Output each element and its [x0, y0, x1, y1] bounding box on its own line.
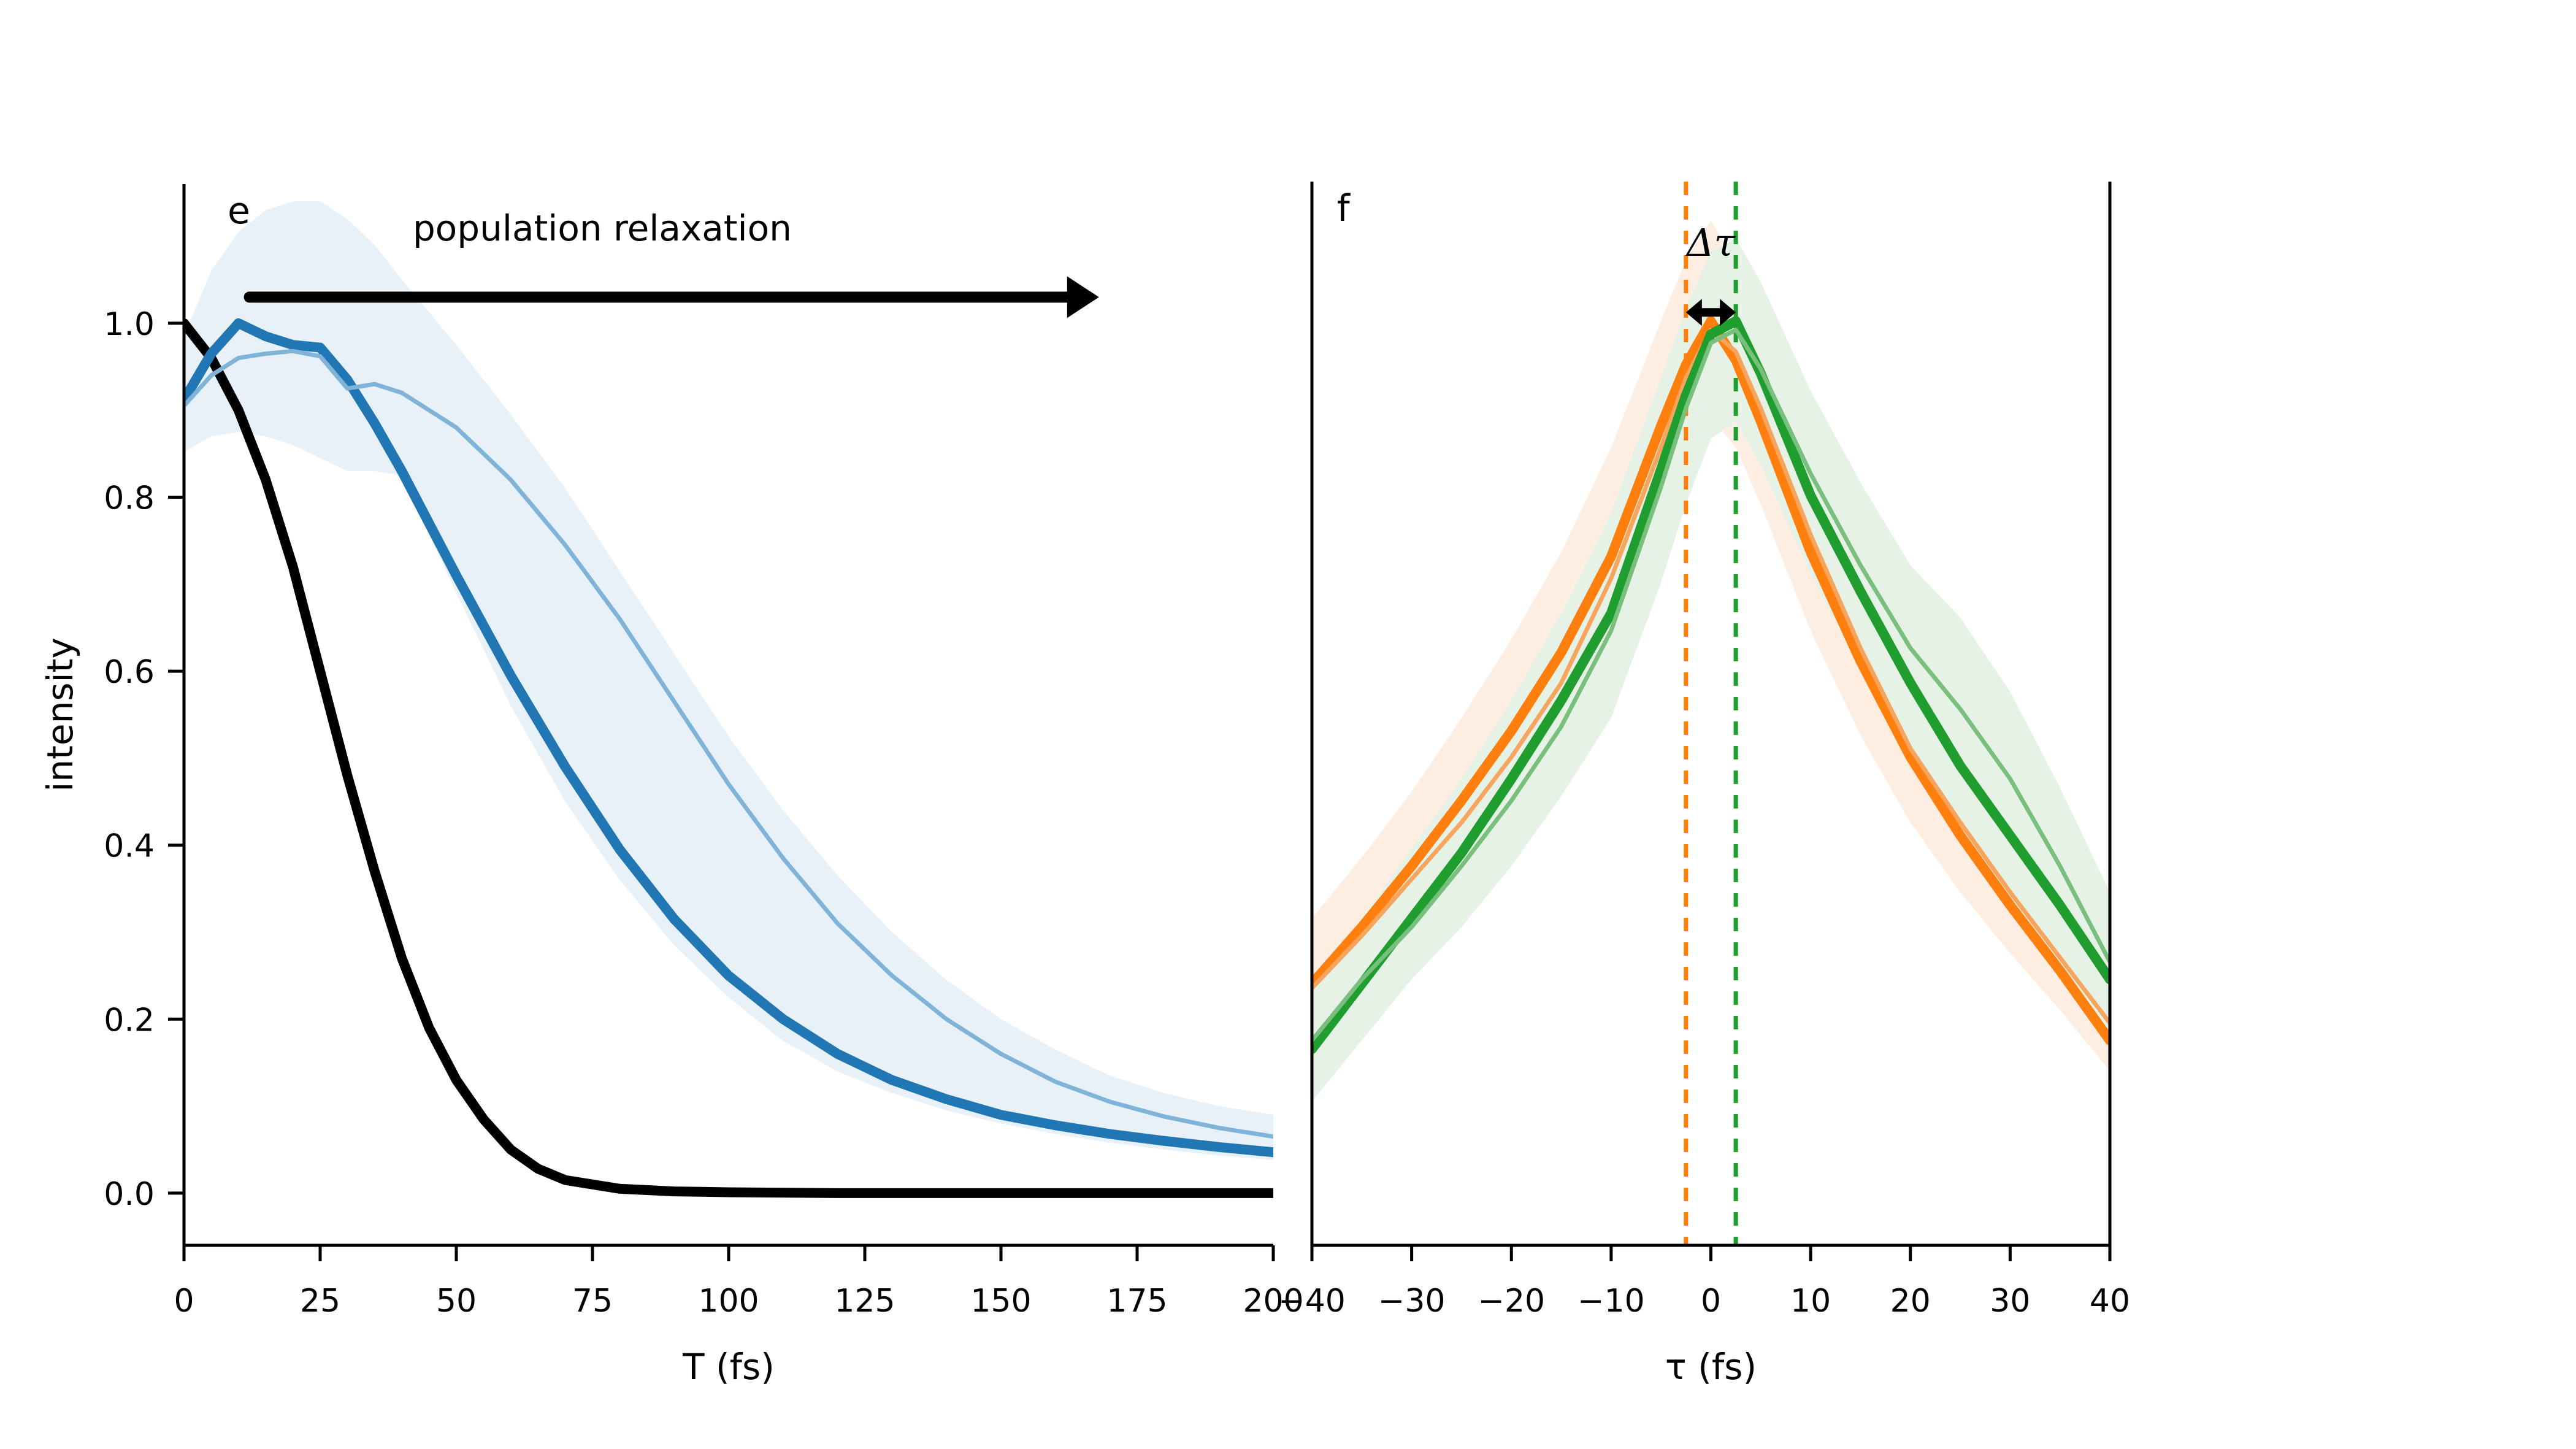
- x-tick-label: 40: [2090, 1283, 2130, 1320]
- panel-e: 0 25 50 75 100 125 150 175 200 0.0 0.2 0.4 0.6 0.8 1.…: [39, 184, 1304, 1388]
- series-line: [1312, 316, 2110, 1045]
- x-tick-label: 150: [970, 1283, 1031, 1320]
- arrow-head-right: [1720, 299, 1736, 326]
- confidence-band: [1312, 238, 2110, 1102]
- arrow-head: [1067, 276, 1099, 318]
- delta-tau-double-arrow: [1685, 299, 1736, 326]
- x-tick-label: −30: [1378, 1283, 1446, 1320]
- x-tick-label: −20: [1478, 1283, 1545, 1320]
- panel-f-confidence-bands: [1312, 221, 2110, 1102]
- panel-e-confidence-bands: [184, 201, 1273, 1160]
- series-line: [184, 348, 1273, 1139]
- y-tick-label: 1.0: [104, 306, 155, 343]
- y-tick-label: 0.4: [104, 828, 155, 865]
- x-tick-label: −40: [1278, 1283, 1346, 1320]
- panel-e-series-lines: [184, 318, 1273, 1198]
- series-line: [1312, 316, 2110, 1055]
- panel-e-letter: e: [228, 190, 250, 233]
- x-tick-label: 0: [174, 1283, 194, 1320]
- x-tick-label: 75: [572, 1283, 613, 1320]
- panel-f-x-axis-title: τ (fs): [1665, 1346, 1757, 1388]
- arrow-head-left: [1685, 299, 1702, 326]
- delta-tau-label: Δτ: [1685, 220, 1736, 265]
- panel-f: −40 −30 −20 −10 0 10 20 30 40 Δτ f τ (fs): [1278, 182, 2130, 1388]
- series-line: [184, 318, 1273, 1158]
- y-tick-label: 0.2: [104, 1002, 155, 1039]
- x-tick-label: 20: [1890, 1283, 1931, 1320]
- x-tick-label: 30: [1990, 1283, 2030, 1320]
- x-tick-label: 100: [698, 1283, 759, 1320]
- series-line: [184, 318, 1273, 1198]
- x-tick-label: 125: [834, 1283, 895, 1320]
- confidence-band: [184, 201, 1273, 1160]
- x-tick-label: 175: [1106, 1283, 1167, 1320]
- panel-e-x-axis-title: T (fs): [682, 1346, 775, 1388]
- population-relaxation-label: population relaxation: [413, 207, 792, 249]
- panel-e-x-ticks: 0 25 50 75 100 125 150 175 200: [174, 1245, 1304, 1320]
- population-relaxation-arrow: [243, 276, 1099, 318]
- panel-e-y-ticks: 0.0 0.2 0.4 0.6 0.8 1.0: [104, 306, 184, 1213]
- x-tick-label: 50: [436, 1283, 477, 1320]
- x-tick-label: 0: [1701, 1283, 1721, 1320]
- y-tick-label: 0.6: [104, 654, 155, 691]
- panel-f-series-lines: [1312, 316, 2110, 1055]
- x-tick-label: −10: [1577, 1283, 1645, 1320]
- series-line: [1312, 328, 2110, 1043]
- x-tick-label: 25: [300, 1283, 340, 1320]
- panel-f-x-ticks: −40 −30 −20 −10 0 10 20 30 40: [1278, 1245, 2130, 1320]
- panel-f-letter: f: [1337, 187, 1351, 230]
- x-tick-label: 10: [1790, 1283, 1831, 1320]
- y-tick-label: 0.8: [104, 480, 155, 517]
- x-tick-label: 200: [1243, 1283, 1303, 1320]
- y-tick-label: 0.0: [104, 1176, 155, 1213]
- panel-e-y-axis-title: intensity: [39, 637, 81, 791]
